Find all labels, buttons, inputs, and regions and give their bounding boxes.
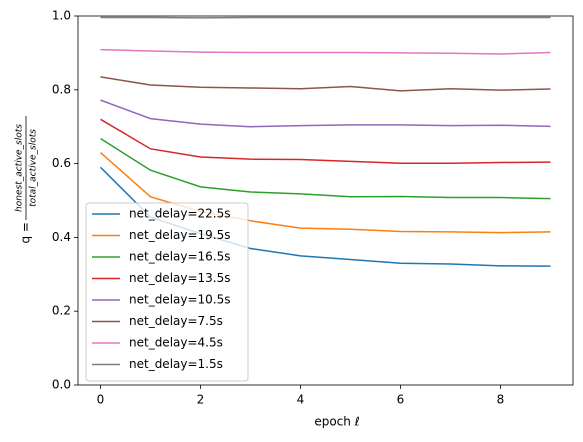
x-tick-label: 6 bbox=[397, 393, 405, 407]
series-line bbox=[100, 48, 551, 55]
legend-label: net_delay=19.5s bbox=[129, 228, 231, 242]
x-tick-label: 2 bbox=[197, 393, 205, 407]
y-tick-label: 0.2 bbox=[52, 304, 71, 318]
series-line bbox=[100, 76, 551, 92]
y-tick-label: 0.6 bbox=[52, 156, 71, 170]
y-label-lhs: q = bbox=[19, 222, 33, 244]
legend-box bbox=[85, 202, 249, 382]
x-tick-label: 4 bbox=[297, 393, 305, 407]
x-axis-label: epoch ℓ bbox=[314, 415, 359, 429]
y-tick-label: 0.4 bbox=[52, 230, 71, 244]
legend-label: net_delay=13.5s bbox=[129, 271, 231, 285]
y-label-denominator: total_active_slots bbox=[29, 129, 39, 207]
y-axis-label: q = honest_active_slots total_active_slo… bbox=[15, 116, 39, 244]
y-tick-label: 1.0 bbox=[52, 9, 71, 23]
legend-label: net_delay=1.5s bbox=[129, 357, 223, 371]
y-tick-label: 0.8 bbox=[52, 82, 71, 96]
series-line bbox=[100, 118, 551, 164]
x-tick-label: 8 bbox=[497, 393, 505, 407]
y-label-numerator: honest_active_slots bbox=[15, 124, 25, 212]
series-line bbox=[100, 99, 551, 128]
legend-label: net_delay=16.5s bbox=[129, 250, 231, 264]
y-tick-label: 0.0 bbox=[52, 378, 71, 392]
legend: net_delay=22.5s net_delay=19.5s net_delay=… bbox=[85, 202, 249, 382]
plot-frame bbox=[77, 15, 574, 386]
legend-label: net_delay=7.5s bbox=[129, 314, 223, 328]
legend-label: net_delay=22.5s bbox=[129, 207, 231, 221]
legend-label: net_delay=10.5s bbox=[129, 293, 231, 307]
series-line bbox=[100, 137, 551, 200]
x-tick-label: 0 bbox=[97, 393, 105, 407]
legend-label: net_delay=4.5s bbox=[129, 336, 223, 350]
